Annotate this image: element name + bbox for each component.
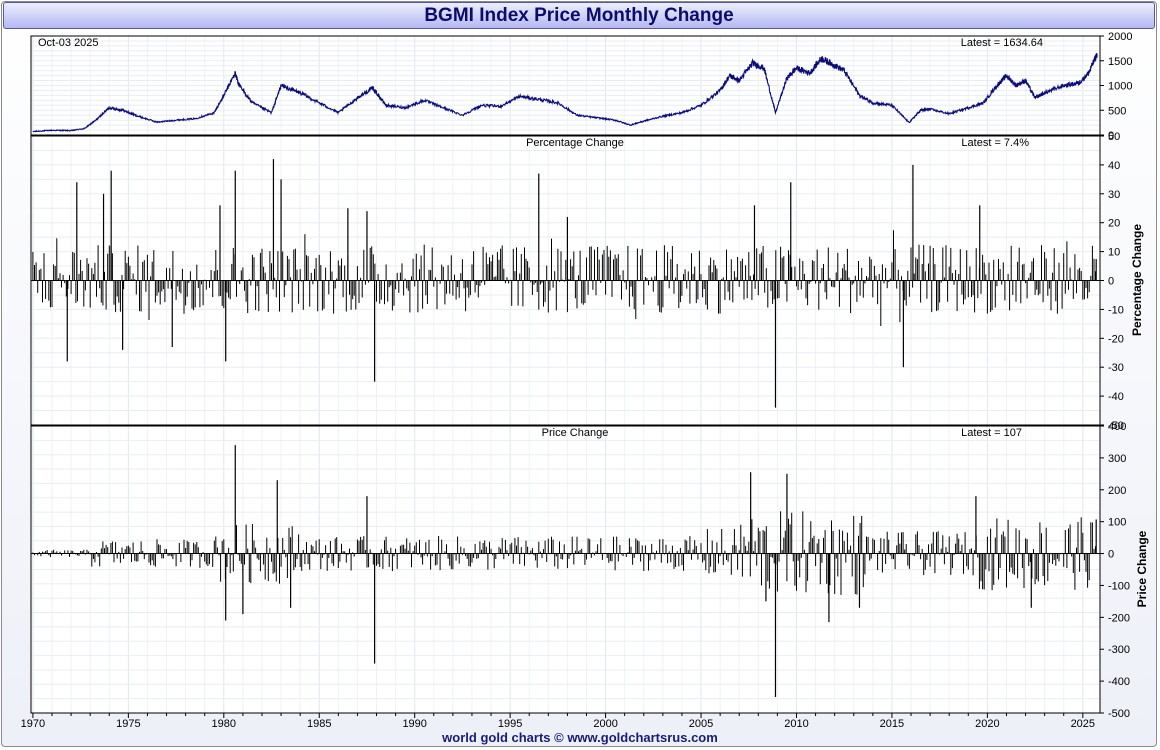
y-tick-label-chg: 400 xyxy=(1108,421,1126,433)
x-tick-label: 1985 xyxy=(307,718,331,730)
chg-latest-label: Latest = 107 xyxy=(961,427,1022,439)
pct-panel-label: Percentage Change xyxy=(526,137,624,149)
pct-latest-label: Latest = 7.4% xyxy=(961,137,1029,149)
y-tick-label-price: 1000 xyxy=(1108,81,1132,93)
title-bar: BGMI Index Price Monthly Change xyxy=(3,2,1155,29)
chg-y-axis-label: Price Change xyxy=(1135,530,1149,607)
y-tick-label-chg: 300 xyxy=(1108,453,1126,465)
y-tick-label-chg: 200 xyxy=(1108,485,1126,497)
y-tick-label-price: 1500 xyxy=(1108,56,1132,68)
y-tick-label-pct: 50 xyxy=(1108,131,1120,143)
x-tick-label: 2020 xyxy=(975,718,999,730)
y-tick-label-pct: -30 xyxy=(1108,362,1124,374)
y-tick-label-chg: -300 xyxy=(1108,644,1130,656)
y-tick-label-pct: 0 xyxy=(1108,276,1114,288)
price-series-line xyxy=(32,52,1098,133)
y-tick-label-chg: -200 xyxy=(1108,612,1130,624)
x-tick-label: 2010 xyxy=(784,718,808,730)
y-tick-label-chg: -500 xyxy=(1108,708,1130,720)
y-tick-label-pct: -40 xyxy=(1108,391,1124,403)
y-tick-label-price: 0 xyxy=(1108,130,1114,142)
date-label: Oct-03 2025 xyxy=(38,37,99,49)
x-tick-label: 2025 xyxy=(1071,718,1095,730)
x-tick-label: 1990 xyxy=(402,718,426,730)
y-tick-label-chg: -400 xyxy=(1108,676,1130,688)
y-tick-label-pct: -10 xyxy=(1108,304,1124,316)
y-tick-label-pct: -20 xyxy=(1108,333,1124,345)
y-tick-label-price: 2000 xyxy=(1108,31,1132,43)
x-tick-label: 1970 xyxy=(21,718,45,730)
chg-panel-label: Price Change xyxy=(542,427,609,439)
y-tick-label-pct: 30 xyxy=(1108,189,1120,201)
x-tick-label: 2000 xyxy=(593,718,617,730)
y-tick-label-price: 500 xyxy=(1108,105,1126,117)
panel-border-chg xyxy=(30,425,1101,714)
y-tick-label-chg: -100 xyxy=(1108,580,1130,592)
x-tick-label: 1975 xyxy=(116,718,140,730)
y-tick-label-chg: 100 xyxy=(1108,517,1126,529)
x-tick-label: 1995 xyxy=(498,718,522,730)
footer-credit: world gold charts © www.goldchartsrus.co… xyxy=(442,730,718,745)
chart-title: BGMI Index Price Monthly Change xyxy=(424,4,734,26)
x-tick-label: 2015 xyxy=(880,718,904,730)
x-tick-label: 2005 xyxy=(689,718,713,730)
pct-y-axis-label: Percentage Change xyxy=(1130,224,1144,336)
x-tick-label: 1980 xyxy=(212,718,236,730)
y-tick-label-chg: 0 xyxy=(1108,549,1114,561)
y-tick-label-pct: 20 xyxy=(1108,218,1120,230)
y-tick-label-pct: 10 xyxy=(1108,247,1120,259)
price-latest-label: Latest = 1634.64 xyxy=(961,37,1043,49)
y-tick-label-pct: 40 xyxy=(1108,160,1120,172)
y-tick-label-pct: -50 xyxy=(1108,420,1124,432)
